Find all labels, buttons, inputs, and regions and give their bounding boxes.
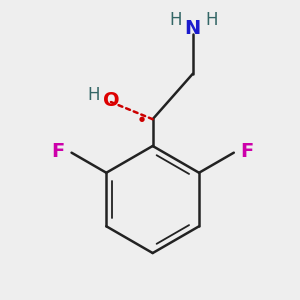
Text: F: F [52, 142, 65, 161]
Text: N: N [185, 19, 201, 38]
Text: F: F [241, 142, 254, 161]
Text: H: H [205, 11, 218, 29]
Text: H: H [169, 11, 182, 29]
Text: O: O [103, 91, 119, 110]
Text: ●: ● [139, 116, 145, 122]
Text: H: H [88, 86, 100, 104]
